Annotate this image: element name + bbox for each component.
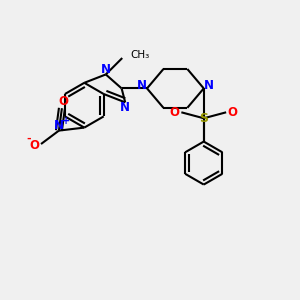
Text: O: O <box>29 139 39 152</box>
Text: CH₃: CH₃ <box>130 50 150 60</box>
Text: N: N <box>204 79 214 92</box>
Text: N: N <box>120 101 130 114</box>
Text: +: + <box>62 116 70 126</box>
Text: O: O <box>170 106 180 119</box>
Text: O: O <box>228 106 238 119</box>
Text: N: N <box>101 63 111 76</box>
Text: O: O <box>58 95 68 108</box>
Text: -: - <box>26 134 31 144</box>
Text: N: N <box>54 119 64 132</box>
Text: S: S <box>199 112 208 125</box>
Text: N: N <box>136 79 147 92</box>
